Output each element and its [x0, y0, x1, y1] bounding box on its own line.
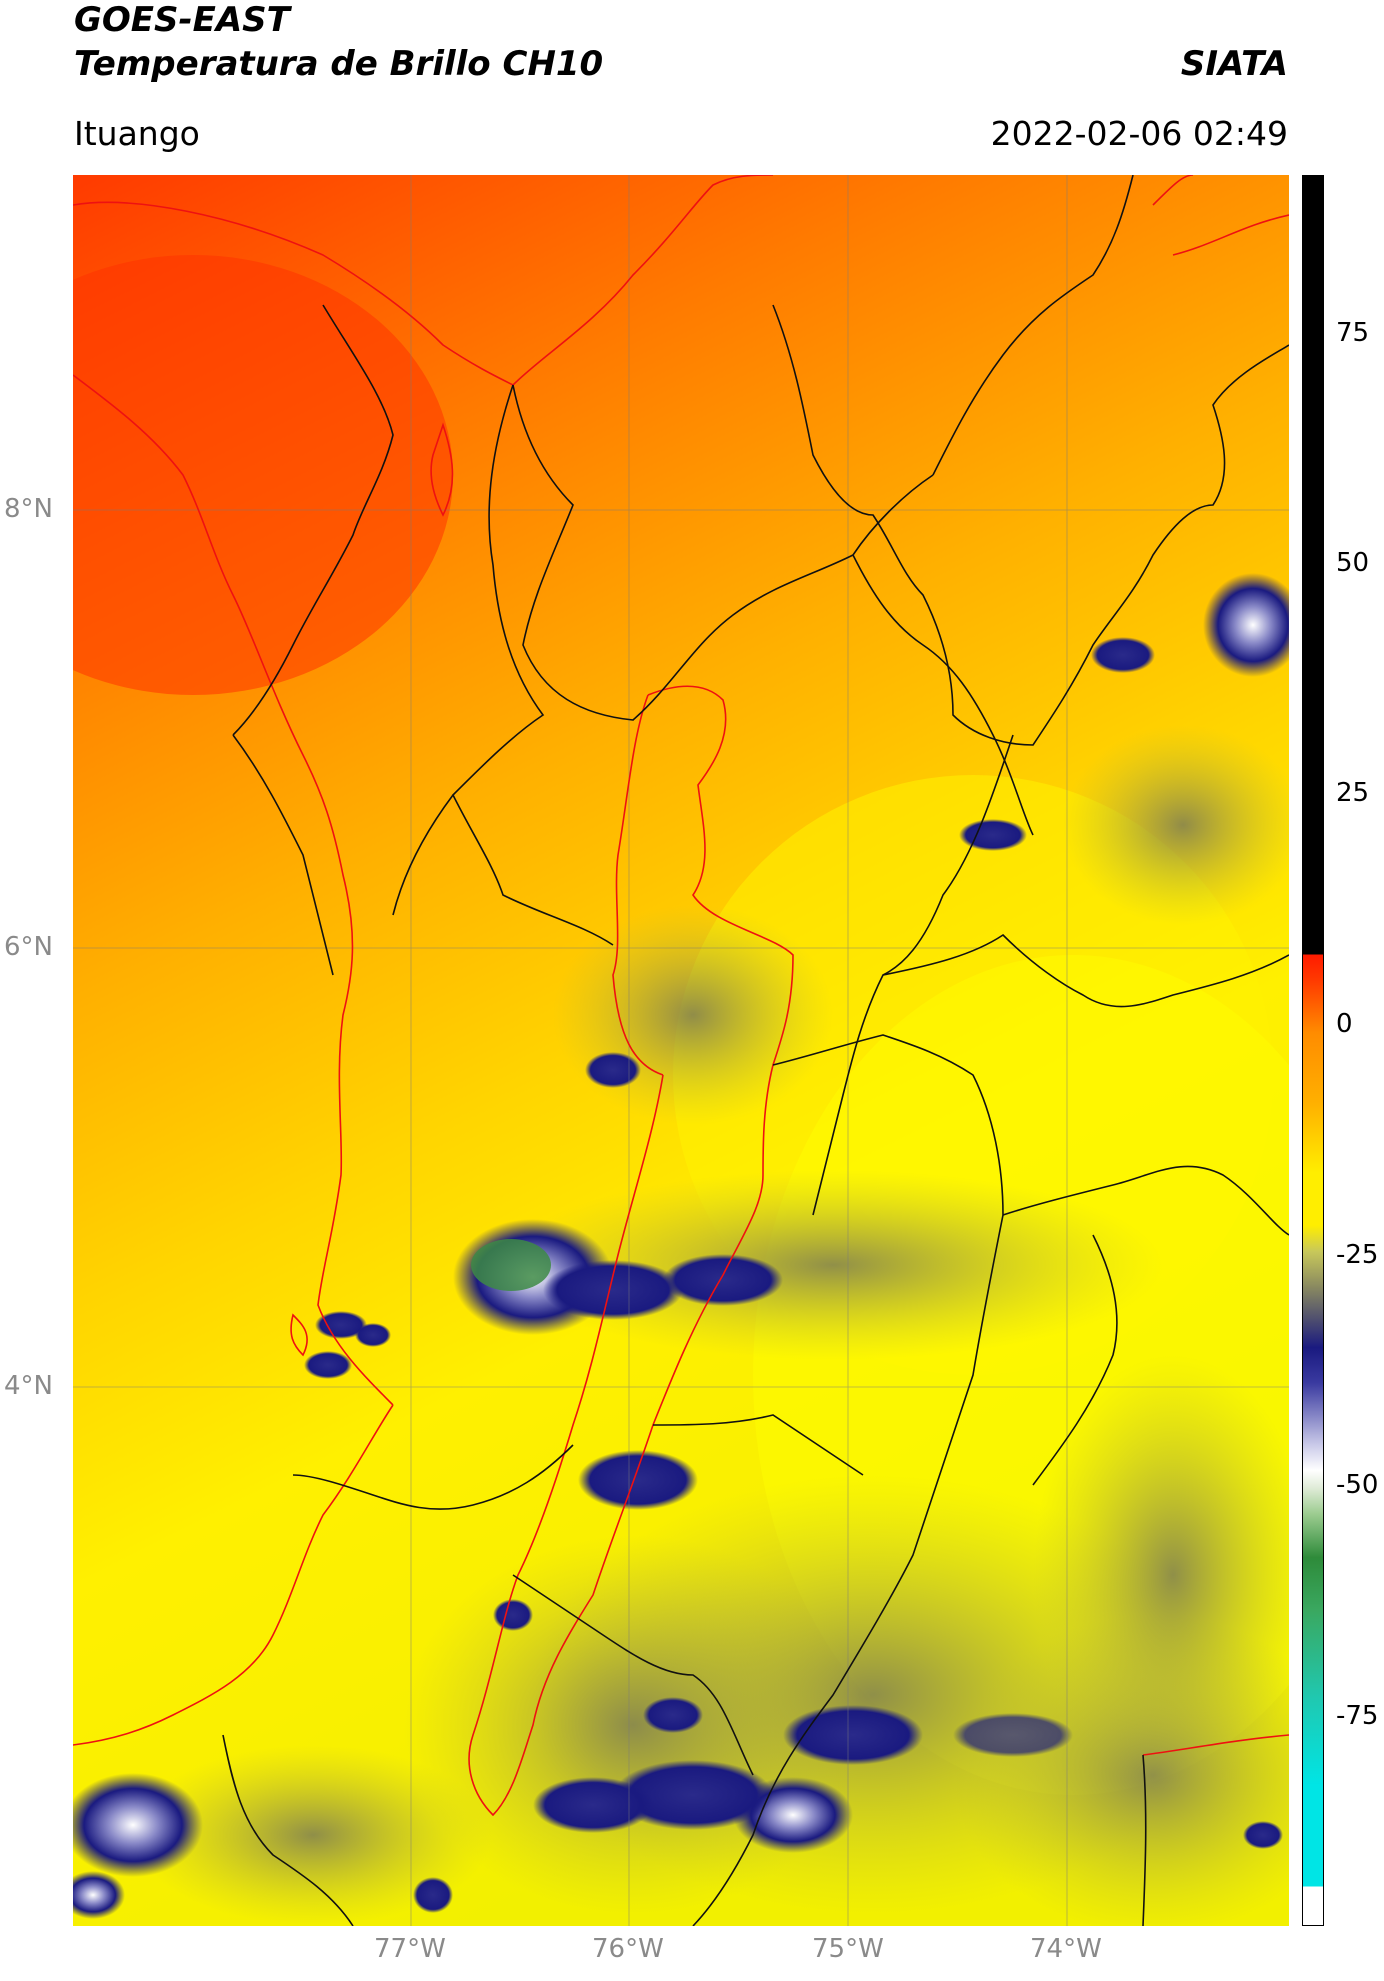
colorbar-tick-minus75: -75: [1336, 1701, 1379, 1731]
brand-label: SIATA: [1180, 44, 1288, 84]
title-line-2: Temperatura de Brillo CH10: [74, 44, 604, 84]
lat-tick-6n: 6°N: [4, 932, 53, 962]
colorbar-tick-25: 25: [1336, 778, 1370, 808]
lat-tick-4n: 4°N: [4, 1371, 53, 1401]
colorbar-tick-minus25: -25: [1336, 1240, 1379, 1270]
colorbar: [1302, 175, 1324, 1926]
lon-tick-76w: 76°W: [592, 1934, 664, 1964]
lon-tick-77w: 77°W: [374, 1934, 446, 1964]
datetime-label: 2022-02-06 02:49: [990, 114, 1288, 153]
title-line-1: GOES-EAST: [74, 0, 290, 40]
place-label: Ituango: [74, 114, 200, 153]
lon-tick-75w: 75°W: [812, 1934, 884, 1964]
brightness-temperature-map: [73, 175, 1289, 1926]
colorbar-tick-50: 50: [1336, 548, 1370, 578]
colorbar-tick-75: 75: [1336, 318, 1370, 348]
lat-tick-8n: 8°N: [4, 494, 53, 524]
lon-tick-74w: 74°W: [1030, 1934, 1102, 1964]
colorbar-tick-minus50: -50: [1336, 1470, 1379, 1500]
colorbar-tick-0: 0: [1336, 1009, 1353, 1039]
